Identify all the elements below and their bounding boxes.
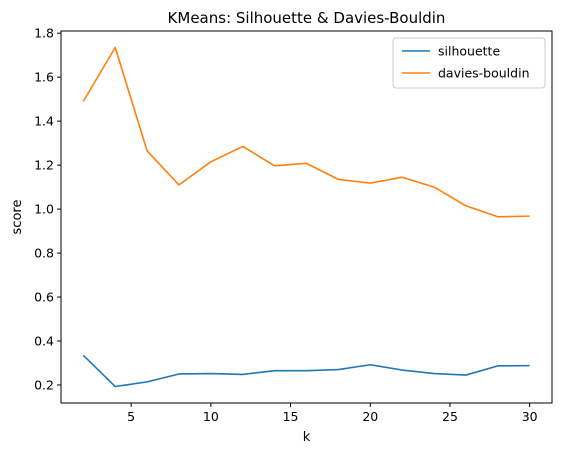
- axis-ticks: 5 10 15 20 25 30 0.2 0.4 0.6 0.8 1.0 1.2 1.4 1.6 1.8: [34, 26, 538, 424]
- x-tick-label: 30: [522, 409, 538, 424]
- y-tick-label: 1.4: [34, 114, 54, 129]
- x-tick-label: 20: [362, 409, 378, 424]
- x-tick-label: 25: [442, 409, 458, 424]
- chart-title: KMeans: Silhouette & Davies-Bouldin: [168, 9, 446, 27]
- x-axis-label: k: [303, 430, 311, 445]
- plot-area: [82, 46, 530, 388]
- series-line-silhouette: [82, 354, 530, 388]
- y-tick-label: 0.4: [34, 334, 54, 349]
- y-tick-label: 1.8: [34, 26, 54, 41]
- y-tick-label: 1.0: [34, 202, 54, 217]
- legend-box: [392, 37, 546, 89]
- series-line-davies-bouldin: [82, 46, 530, 218]
- y-tick-label: 1.6: [34, 70, 54, 85]
- legend-label-davies-bouldin: davies-bouldin: [438, 66, 530, 81]
- x-tick-label: 10: [203, 409, 219, 424]
- y-tick-label: 0.8: [34, 246, 54, 261]
- y-axis-label: score: [10, 200, 25, 235]
- axes-frame: [60, 30, 553, 404]
- y-tick-label: 0.6: [34, 290, 54, 305]
- x-tick-label: 15: [283, 409, 299, 424]
- legend-label-silhouette: silhouette: [438, 44, 500, 59]
- x-tick-label: 5: [127, 409, 135, 424]
- y-tick-label: 1.2: [34, 158, 54, 173]
- y-tick-label: 0.2: [34, 377, 54, 392]
- legend: silhouette davies-bouldin: [392, 37, 546, 89]
